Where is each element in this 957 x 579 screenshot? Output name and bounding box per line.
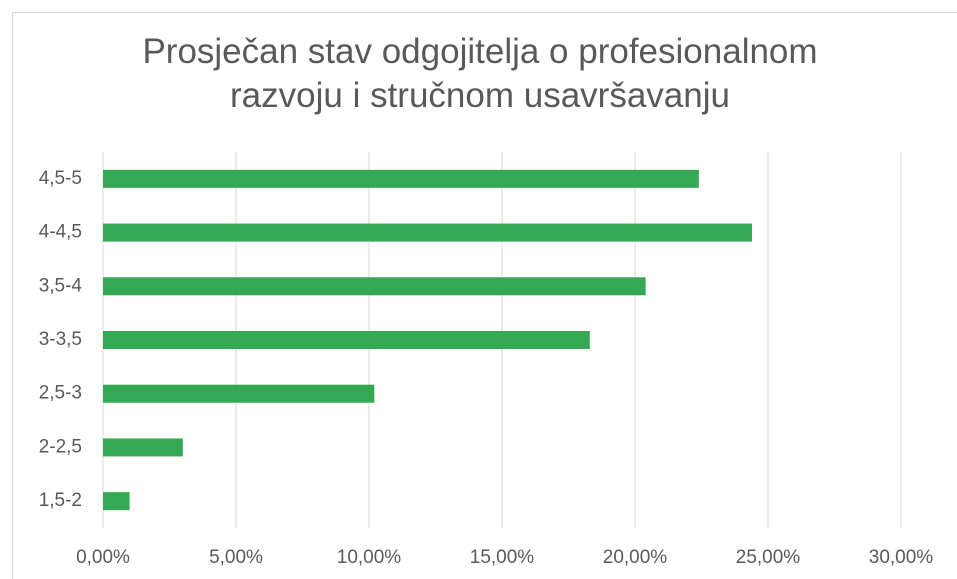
y-tick-label: 2-2,5 (39, 436, 82, 457)
x-tick-label: 15,00% (470, 547, 535, 568)
x-tick-label: 30,00% (869, 547, 934, 568)
x-tick-label: 20,00% (603, 547, 668, 568)
x-tick-label: 0,00% (76, 547, 130, 568)
x-tick-label: 5,00% (209, 547, 263, 568)
y-tick-label: 2,5-3 (39, 383, 82, 404)
y-tick-label: 4-4,5 (39, 222, 82, 243)
bar (103, 277, 646, 296)
y-tick-label: 3-3,5 (39, 329, 82, 350)
bar (103, 438, 183, 457)
chart-border (12, 12, 957, 579)
x-tick-label: 25,00% (736, 547, 801, 568)
y-tick-label: 3,5-4 (39, 275, 83, 296)
bar (103, 223, 753, 242)
bar (103, 331, 590, 349)
x-tick-label: 10,00% (337, 547, 402, 568)
bar (103, 492, 130, 511)
y-tick-label: 1,5-2 (39, 490, 82, 511)
y-tick-label: 4,5-5 (39, 168, 82, 189)
chart-title: Prosječan stav odgojitelja o profesional… (142, 32, 818, 115)
bar (103, 169, 699, 188)
bar (103, 384, 375, 403)
